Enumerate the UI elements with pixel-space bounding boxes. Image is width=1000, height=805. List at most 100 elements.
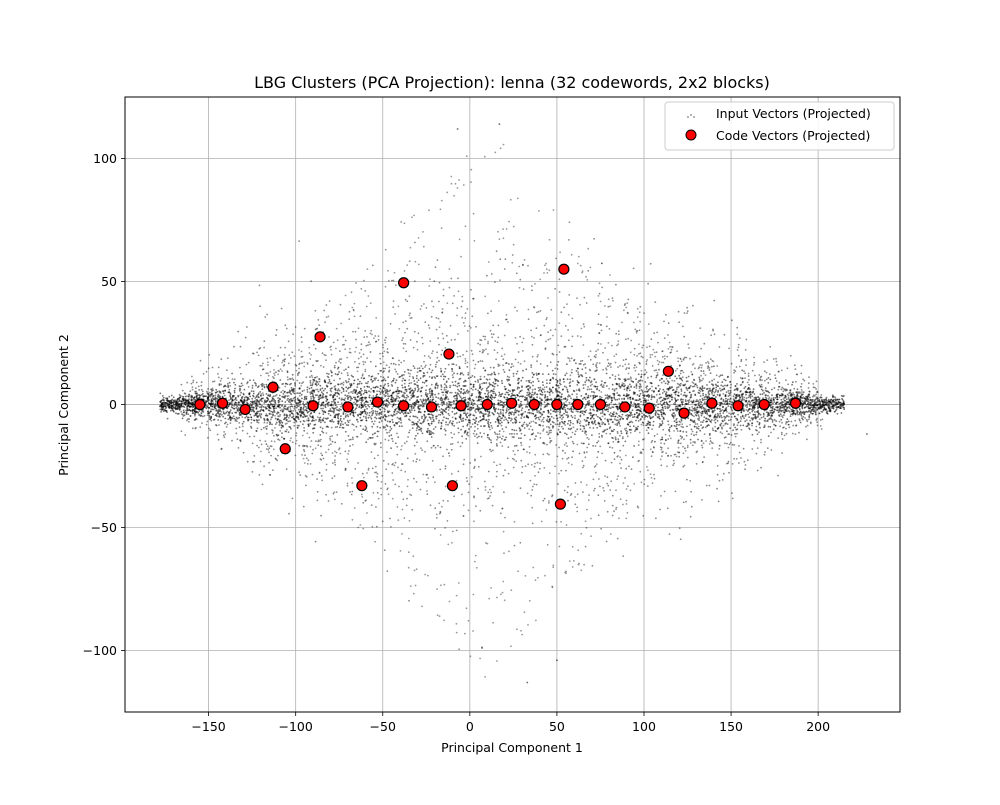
input-vector-point (772, 406, 774, 408)
input-vector-point (715, 389, 717, 391)
input-vector-point (571, 428, 573, 430)
input-vector-point (338, 393, 340, 395)
input-vector-point (587, 389, 589, 391)
input-vector-point (334, 403, 336, 405)
input-vector-point (812, 401, 814, 403)
input-vector-point (422, 432, 424, 434)
input-vector-point (513, 414, 515, 416)
input-vector-point (483, 415, 485, 417)
input-vector-point (606, 373, 608, 375)
input-vector-point (320, 408, 322, 410)
input-vector-point (276, 422, 278, 424)
input-vector-point (767, 413, 769, 415)
input-vector-point (747, 388, 749, 390)
input-vector-point (472, 414, 474, 416)
input-vector-point (309, 423, 311, 425)
input-vector-point (593, 395, 595, 397)
input-vector-point (298, 418, 300, 420)
input-vector-point (433, 419, 435, 421)
input-vector-point (519, 391, 521, 393)
input-vector-point (497, 385, 499, 387)
input-vector-point (612, 374, 614, 376)
input-vector-point (446, 402, 448, 404)
input-vector-point (659, 379, 661, 381)
input-vector-point (547, 434, 549, 436)
input-vector-point (582, 412, 584, 414)
input-vector-point (478, 421, 480, 423)
input-vector-point (369, 395, 371, 397)
input-vector-point (366, 392, 368, 394)
input-vector-point (388, 435, 390, 437)
input-vector-point (362, 397, 364, 399)
input-vector-point (613, 414, 615, 416)
input-vector-point (714, 409, 716, 411)
input-vector-point (260, 409, 262, 411)
input-vector-point (646, 385, 648, 387)
input-vector-point (246, 402, 248, 404)
input-vector-point (350, 385, 352, 387)
input-vector-point (410, 387, 412, 389)
input-vector-point (742, 396, 744, 398)
input-vector-point (393, 391, 395, 393)
input-vector-point (477, 442, 479, 444)
input-vector-point (425, 389, 427, 391)
input-vector-point (235, 407, 237, 409)
input-vector-point (458, 393, 460, 395)
input-vector-point (730, 387, 732, 389)
input-vector-point (755, 380, 757, 382)
input-vector-point (642, 449, 644, 451)
input-vector-point (353, 383, 355, 385)
input-vector-point (332, 441, 334, 443)
input-vector-point (841, 412, 843, 414)
input-vector-point (599, 396, 601, 398)
input-vector-point (547, 391, 549, 393)
input-vector-point (230, 398, 232, 400)
input-vector-point (377, 436, 379, 438)
input-vector-point (522, 370, 524, 372)
input-vector-point (657, 413, 659, 415)
input-vector-point (472, 419, 474, 421)
input-vector-point (320, 422, 322, 424)
input-vector-point (813, 407, 815, 409)
input-vector-point (690, 397, 692, 399)
input-vector-point (566, 434, 568, 436)
input-vector-point (418, 379, 420, 381)
input-vector-point (436, 382, 438, 384)
input-vector-point (511, 433, 513, 435)
input-vector-point (732, 429, 734, 431)
input-vector-point (727, 423, 729, 425)
input-vector-point (687, 403, 689, 405)
input-vector-point (243, 393, 245, 395)
input-vector-point (164, 405, 166, 407)
input-vector-point (355, 399, 357, 401)
input-vector-point (212, 413, 214, 415)
input-vector-point (338, 371, 340, 373)
input-vector-point (476, 396, 478, 398)
input-vector-point (235, 397, 237, 399)
input-vector-point (692, 415, 694, 417)
input-vector-point (721, 423, 723, 425)
input-vector-point (386, 424, 388, 426)
input-vector-point (369, 412, 371, 414)
input-vector-point (364, 402, 366, 404)
input-vector-point (553, 373, 555, 375)
input-vector-point (442, 420, 444, 422)
input-vector-point (713, 365, 715, 367)
input-vector-point (765, 397, 767, 399)
input-vector-point (366, 408, 368, 410)
input-vector-point (550, 413, 552, 415)
input-vector-point (544, 391, 546, 393)
input-vector-point (266, 443, 268, 445)
input-vector-point (455, 385, 457, 387)
input-vector-point (682, 399, 684, 401)
input-vector-point (705, 399, 707, 401)
input-vector-point (564, 374, 566, 376)
input-vector-point (416, 375, 418, 377)
input-vector-point (312, 365, 314, 367)
input-vector-point (330, 415, 332, 417)
input-vector-point (721, 417, 723, 419)
input-vector-point (590, 395, 592, 397)
input-vector-point (441, 389, 443, 391)
input-vector-point (492, 396, 494, 398)
input-vector-point (552, 370, 554, 372)
